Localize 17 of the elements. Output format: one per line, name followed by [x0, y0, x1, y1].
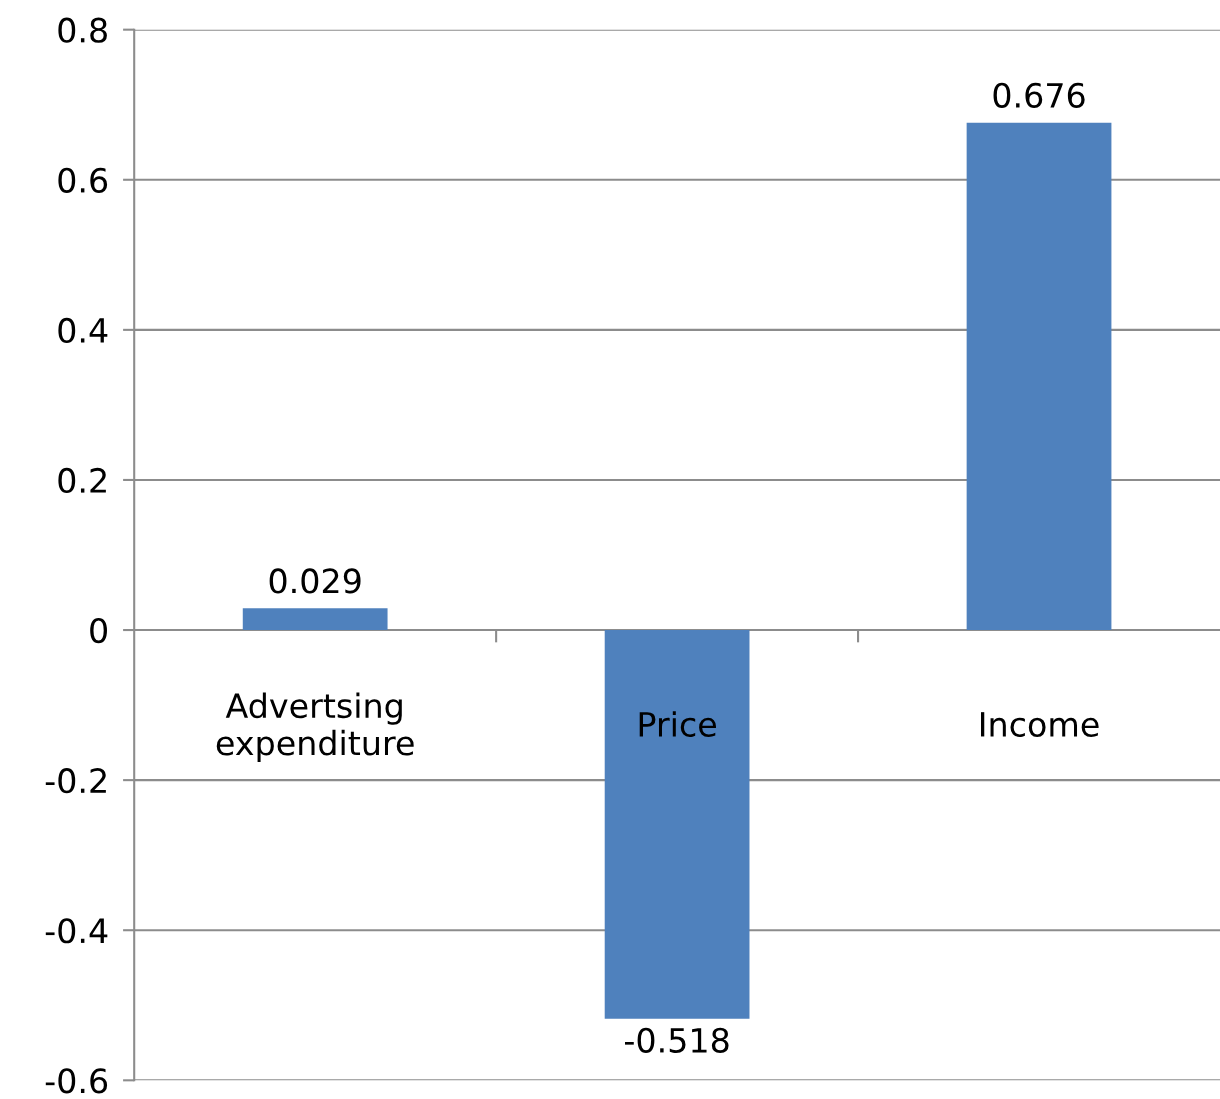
y-tick-label: -0.4: [45, 918, 108, 944]
bar: [966, 122, 1112, 631]
y-tick-label: 0: [90, 617, 107, 644]
bar: [242, 608, 388, 631]
y-tick-label: -0.2: [45, 768, 106, 794]
y-tick-label: 0.4: [58, 317, 108, 343]
data-label: 0.029: [269, 568, 361, 594]
y-tick-label: 0.6: [58, 167, 108, 193]
bar: [604, 630, 750, 1019]
x-tick-label: Price: [639, 711, 716, 737]
y-tick-label: -0.6: [45, 1068, 108, 1094]
x-tick-label: Advertsing expenditure: [216, 692, 414, 763]
x-tick-label: Income: [980, 712, 1099, 737]
data-label: 0.676: [993, 82, 1085, 108]
data-label: -0.518: [625, 1027, 729, 1053]
y-tick-label: 0.8: [58, 17, 107, 43]
y-tick-label: 0.2: [58, 467, 106, 494]
